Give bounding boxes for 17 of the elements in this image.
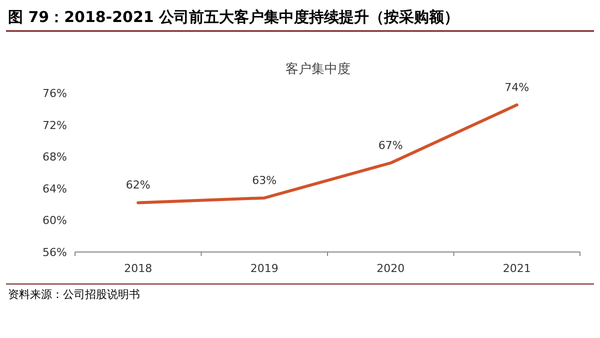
data-label: 67% [378, 138, 403, 152]
x-tick-label: 2018 [124, 262, 152, 275]
x-tick-label: 2019 [250, 262, 278, 275]
y-tick-label: 60% [42, 214, 67, 228]
data-label: 63% [252, 174, 277, 187]
x-tick-label: 2020 [376, 262, 405, 275]
y-tick-label: 76% [42, 87, 67, 100]
data-label: 74% [504, 80, 530, 94]
text: 资料来源：公司招股说明书 [8, 288, 140, 301]
y-tick-label: 68% [42, 150, 67, 164]
data-label: 62% [126, 178, 150, 192]
y-tick-label: 72% [42, 118, 67, 132]
y-tick-label: 64% [42, 182, 67, 196]
y-tick-label: 56% [42, 246, 67, 259]
chart-title: 图 79：2018-2021 公司前五大客户集中度持续提升（按采购额） [8, 8, 460, 26]
chart-subtitle: 客户集中度 [286, 61, 350, 77]
x-tick-label: 2021 [502, 262, 531, 275]
